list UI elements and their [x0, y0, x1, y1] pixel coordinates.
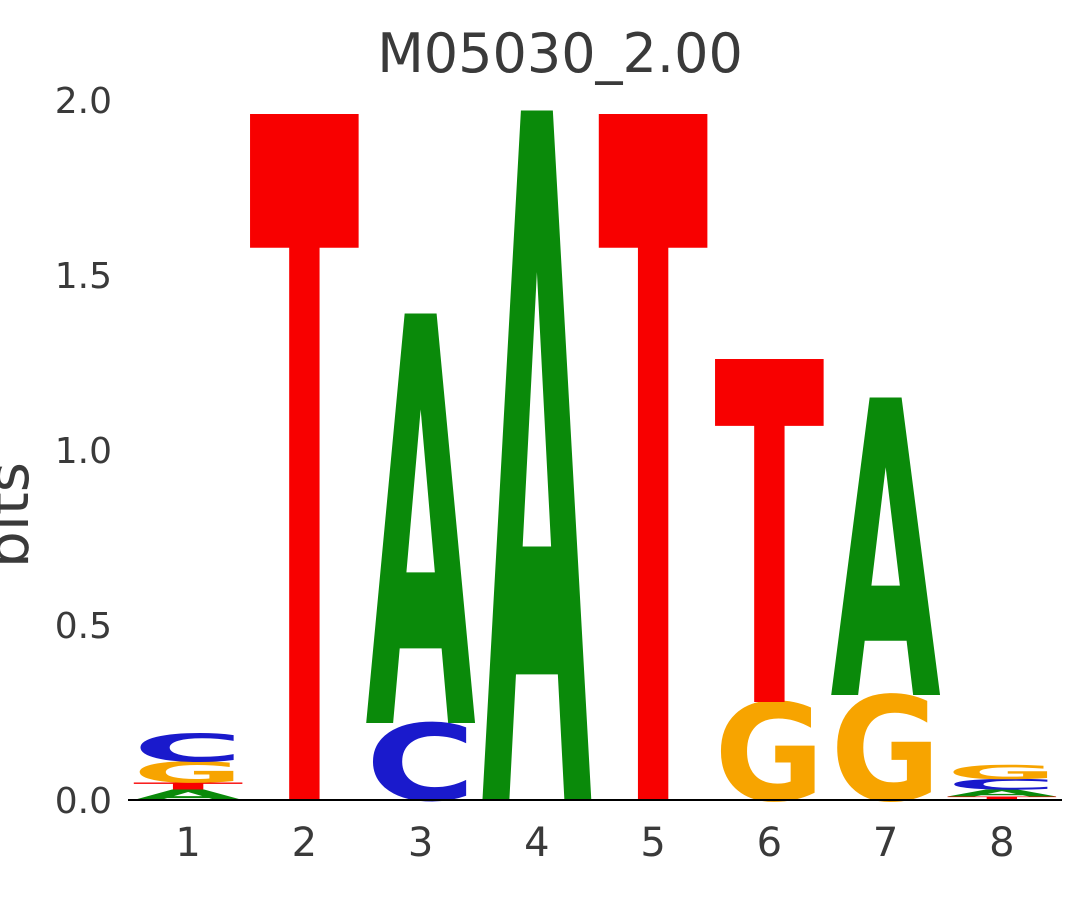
- logo-letter-G: G: [133, 756, 243, 789]
- x-tick-label: 3: [408, 820, 433, 866]
- x-tick-label: 1: [175, 820, 200, 866]
- logo-letter-A: A: [947, 788, 1057, 799]
- y-tick-label: 1.0: [55, 431, 112, 472]
- y-axis-ticks: 0.0 0.5 1.0 1.5 2.0: [55, 81, 112, 822]
- x-tick-label: 2: [292, 820, 317, 866]
- logo-letter-A: A: [831, 317, 942, 792]
- y-tick-label: 2.0: [55, 81, 112, 122]
- x-axis-ticks: 1 2 3 4 5 6 7 8: [175, 820, 1014, 866]
- x-tick-label: 6: [757, 820, 782, 866]
- logo-letter-A: A: [366, 204, 477, 857]
- y-tick-label: 0.5: [55, 606, 112, 647]
- logo-letter-T: T: [947, 796, 1057, 802]
- logo-letter-C: C: [133, 726, 243, 771]
- x-tick-label: 5: [640, 820, 665, 866]
- y-tick-label: 1.5: [55, 256, 112, 297]
- logo-letter-T: T: [598, 0, 709, 900]
- y-tick-label: 0.0: [55, 781, 112, 822]
- x-tick-label: 4: [524, 820, 549, 866]
- x-tick-label: 8: [989, 820, 1014, 866]
- y-axis-label: bits: [0, 462, 42, 568]
- logo-letter-T: T: [249, 0, 360, 900]
- x-tick-label: 7: [873, 820, 898, 866]
- logo-letter-G: G: [714, 675, 824, 832]
- logo-letter-T: T: [133, 781, 244, 792]
- logo-letter-G: G: [831, 668, 941, 835]
- logo-letter-G: G: [947, 761, 1057, 783]
- logo-letter-C: C: [947, 776, 1057, 793]
- logo-letter-A: A: [482, 0, 593, 900]
- logo-letter-C: C: [366, 703, 476, 825]
- logo-letter-T: T: [714, 266, 825, 814]
- chart-title: M05030_2.00: [377, 22, 743, 85]
